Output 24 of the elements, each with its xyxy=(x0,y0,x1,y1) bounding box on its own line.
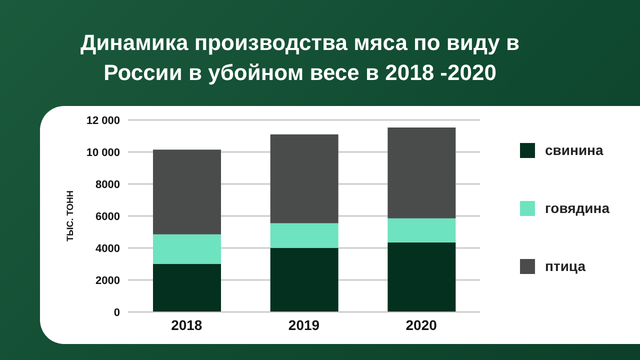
bar xyxy=(153,234,221,264)
x-tick-label: 2019 xyxy=(288,316,320,333)
legend-label: свинина xyxy=(544,141,604,160)
x-tick-label: 2020 xyxy=(406,316,438,333)
x-tick-label: 2018 xyxy=(171,316,202,333)
y-tick-label: 12 000 xyxy=(86,114,120,127)
legend-label: говядина xyxy=(544,199,610,218)
bar xyxy=(153,264,221,312)
y-tick-label: 8000 xyxy=(96,178,120,191)
chart-title: Динамика производства мяса по виду в России в убойном весе в 2018 -2020 xyxy=(79,29,521,87)
bar xyxy=(270,134,338,224)
y-tick-label: 6000 xyxy=(96,210,120,223)
y-tick-label: 2000 xyxy=(96,274,120,287)
y-tick-label: 10 000 xyxy=(86,146,120,159)
y-tick-label: 0 xyxy=(114,306,120,319)
y-axis-title: ТЫС. ТОНН xyxy=(65,190,76,242)
bar xyxy=(153,150,221,234)
bar xyxy=(388,128,456,218)
y-tick-label: 4000 xyxy=(96,242,120,255)
bar xyxy=(388,242,456,312)
legend-label: птица xyxy=(544,257,587,276)
bar xyxy=(388,218,456,242)
bar xyxy=(270,223,338,248)
bar xyxy=(270,248,338,312)
